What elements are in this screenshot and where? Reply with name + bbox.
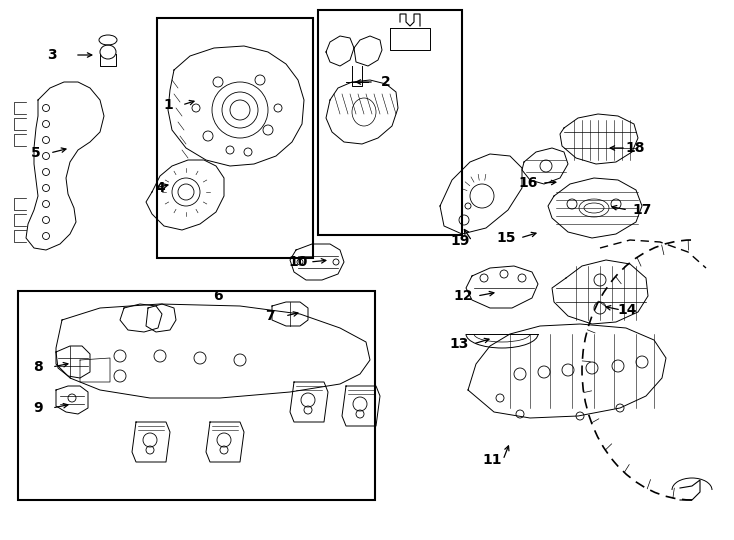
Text: 12: 12 (454, 289, 473, 303)
Text: 18: 18 (625, 141, 644, 155)
Text: 11: 11 (482, 453, 502, 467)
Bar (318, 10, 462, 235)
Text: 5: 5 (31, 146, 41, 160)
Text: 13: 13 (449, 337, 469, 351)
Text: 15: 15 (496, 231, 516, 245)
Bar (18, 291, 375, 500)
Text: 9: 9 (33, 401, 43, 415)
Text: 19: 19 (451, 234, 470, 248)
Text: 8: 8 (33, 360, 43, 374)
Text: 14: 14 (617, 303, 637, 317)
Text: 10: 10 (288, 255, 308, 269)
Text: 6: 6 (213, 289, 223, 303)
Bar (157, 18, 313, 258)
Text: 3: 3 (47, 48, 57, 62)
Text: 1: 1 (163, 98, 173, 112)
Text: 2: 2 (381, 75, 391, 89)
Text: 16: 16 (518, 176, 538, 190)
Text: 4: 4 (155, 181, 165, 195)
Text: 7: 7 (265, 309, 275, 323)
Text: 17: 17 (632, 203, 652, 217)
